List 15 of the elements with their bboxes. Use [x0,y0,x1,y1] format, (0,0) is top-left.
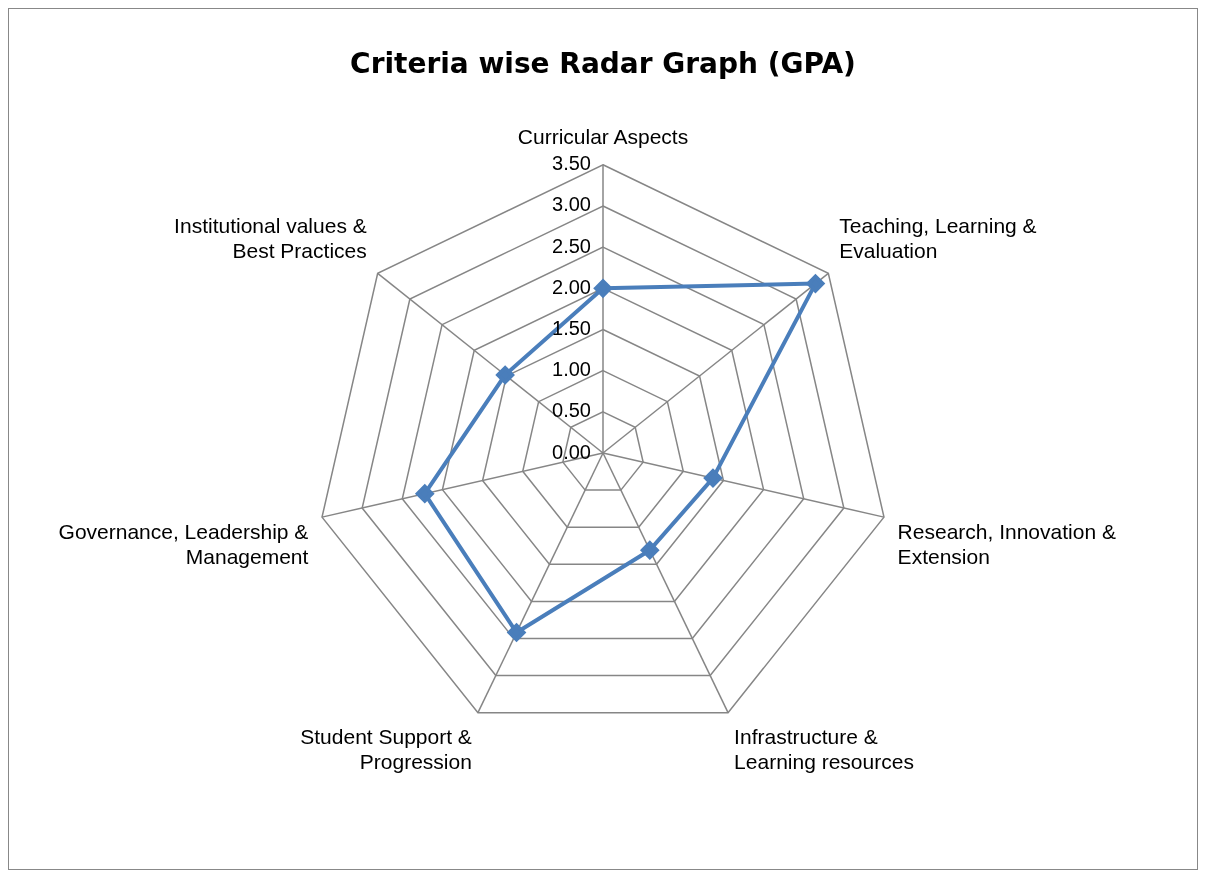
chart-title: Criteria wise Radar Graph (GPA) [350,47,856,81]
spoke-label: Research, Innovation & Extension [897,519,1116,568]
y-tick-label: 0.50 [552,399,591,422]
spoke-label: Institutional values & Best Practices [174,213,367,262]
y-tick-label: 0.00 [552,440,591,463]
spoke-label: Governance, Leadership & Management [58,519,309,568]
y-tick-label: 3.50 [552,152,591,175]
y-tick-label: 2.50 [552,234,591,257]
y-tick-label: 3.00 [552,193,591,216]
spoke-label: Infrastructure & Learning resources [734,724,914,773]
spoke-label: Student Support & Progression [300,724,472,773]
spoke-label: Teaching, Learning & Evaluation [839,213,1037,262]
spoke-label: Curricular Aspects [517,125,689,148]
y-tick-label: 1.00 [552,358,591,381]
y-tick-label: 2.00 [552,275,591,298]
